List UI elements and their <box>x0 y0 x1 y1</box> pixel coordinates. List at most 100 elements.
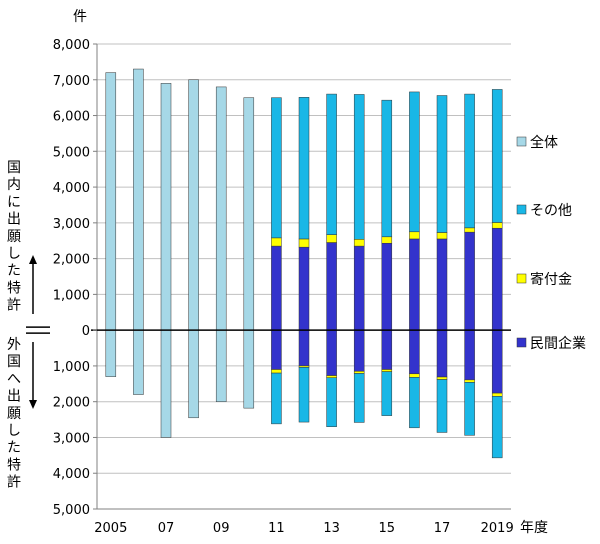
bar-segment <box>409 373 420 378</box>
bar-segment <box>160 83 172 331</box>
lower-label-char: し <box>7 423 21 439</box>
bar-segment <box>381 236 393 244</box>
bar-segment <box>381 329 393 370</box>
bar-segment <box>353 371 365 374</box>
bar-segment <box>381 369 393 372</box>
bar-segment <box>271 372 282 425</box>
bar-segment <box>105 329 117 377</box>
x-unit-label: 年度 <box>520 520 548 536</box>
bar-segment <box>353 329 365 372</box>
bar-segment <box>133 329 144 395</box>
bar-segment <box>464 379 475 383</box>
upper-label-char: 内 <box>7 177 21 193</box>
upper-label-char: 特 <box>7 280 21 296</box>
bar-segment <box>160 329 172 438</box>
y-tick-label: 3,000 <box>53 217 90 232</box>
y-tick-label: 5,000 <box>53 503 90 518</box>
bar-segment <box>381 242 393 331</box>
x-tick-label: 15 <box>379 521 396 536</box>
x-tick-label: 13 <box>323 521 340 536</box>
bar-segment <box>353 239 365 247</box>
up-arrow-head <box>29 255 37 264</box>
y-tick-label: 3,000 <box>53 431 90 446</box>
x-tick-label: 2019 <box>481 521 514 536</box>
y-tick-label: 2,000 <box>53 396 90 411</box>
legend-swatch <box>516 273 527 284</box>
bar-segment <box>464 231 475 331</box>
upper-label-char: 国 <box>7 160 21 176</box>
bar-segment <box>326 93 337 235</box>
axes <box>91 43 511 510</box>
y-tick-label: 4,000 <box>53 467 90 482</box>
bar-segment <box>271 97 282 239</box>
bar-segment <box>298 238 310 248</box>
bar-segment <box>326 234 337 243</box>
bar-segment <box>326 329 337 376</box>
x-tick-label: 17 <box>434 521 451 536</box>
y-unit-label: 件 <box>73 9 87 25</box>
bar-segment <box>271 237 282 247</box>
bar-segment <box>133 68 144 331</box>
bar-segment <box>188 79 199 331</box>
bar-segment <box>491 329 503 394</box>
bar-segment <box>409 329 420 375</box>
legend-label: 民間企業 <box>530 335 586 352</box>
x-tick-label: 2005 <box>94 521 127 536</box>
bar-segment <box>409 231 420 240</box>
x-tick-labels: 2005 07 09 11 13 15 17 2019 <box>94 521 513 536</box>
bar-segment <box>215 86 227 331</box>
upper-label-char: 願 <box>7 229 21 245</box>
lower-label-char: 出 <box>7 389 21 405</box>
legend-swatch <box>516 337 527 348</box>
legend-swatch <box>516 136 527 147</box>
legend-swatch <box>516 204 527 215</box>
lower-label-char: 願 <box>7 406 21 422</box>
legend-label: 寄付金 <box>530 271 572 288</box>
lower-label-char: 特 <box>7 457 21 473</box>
bar-segment <box>381 371 393 416</box>
upper-label-char: し <box>7 246 21 262</box>
y-tick-label: 1,000 <box>53 288 90 303</box>
bar-segment <box>353 373 365 423</box>
legend-label: その他 <box>530 203 572 219</box>
y-tick-label: 0 <box>82 324 90 339</box>
y-tick-label: 4,000 <box>53 181 90 196</box>
bar-segment <box>436 376 448 380</box>
bar-segment <box>436 95 448 233</box>
bar-segment <box>243 329 255 409</box>
bar-segment <box>464 227 475 233</box>
x-tick-label: 07 <box>158 521 175 536</box>
x-tick-label: 09 <box>213 521 230 536</box>
y-tick-label: 8,000 <box>53 38 90 53</box>
lower-label-char: た <box>7 440 21 456</box>
bar-segment <box>409 91 420 233</box>
bar-segment <box>188 329 199 419</box>
bar-segment <box>491 392 503 397</box>
bar-segment <box>271 329 282 370</box>
bar-segment <box>409 377 420 429</box>
upper-label-char: 許 <box>7 298 21 314</box>
bar-segment <box>464 329 475 381</box>
down-arrow-head <box>29 400 37 409</box>
bar-segment <box>298 97 310 240</box>
bar-segment <box>326 242 337 331</box>
upper-label-char: た <box>7 263 21 279</box>
upper-label-char: 出 <box>7 212 21 228</box>
bar-segment <box>491 396 503 459</box>
bar-segment <box>491 222 503 229</box>
bar-segment <box>436 238 448 331</box>
bar-segment <box>105 72 117 331</box>
x-tick-label: 11 <box>268 521 285 536</box>
bar-segment <box>298 246 310 331</box>
y-tick-label: 7,000 <box>53 74 90 89</box>
bar-segment <box>353 245 365 331</box>
bar-segment <box>491 89 503 223</box>
bar-segment <box>436 379 448 433</box>
bar-segment <box>326 377 337 427</box>
y-tick-label: 6,000 <box>53 110 90 125</box>
bar-segment <box>243 97 255 331</box>
